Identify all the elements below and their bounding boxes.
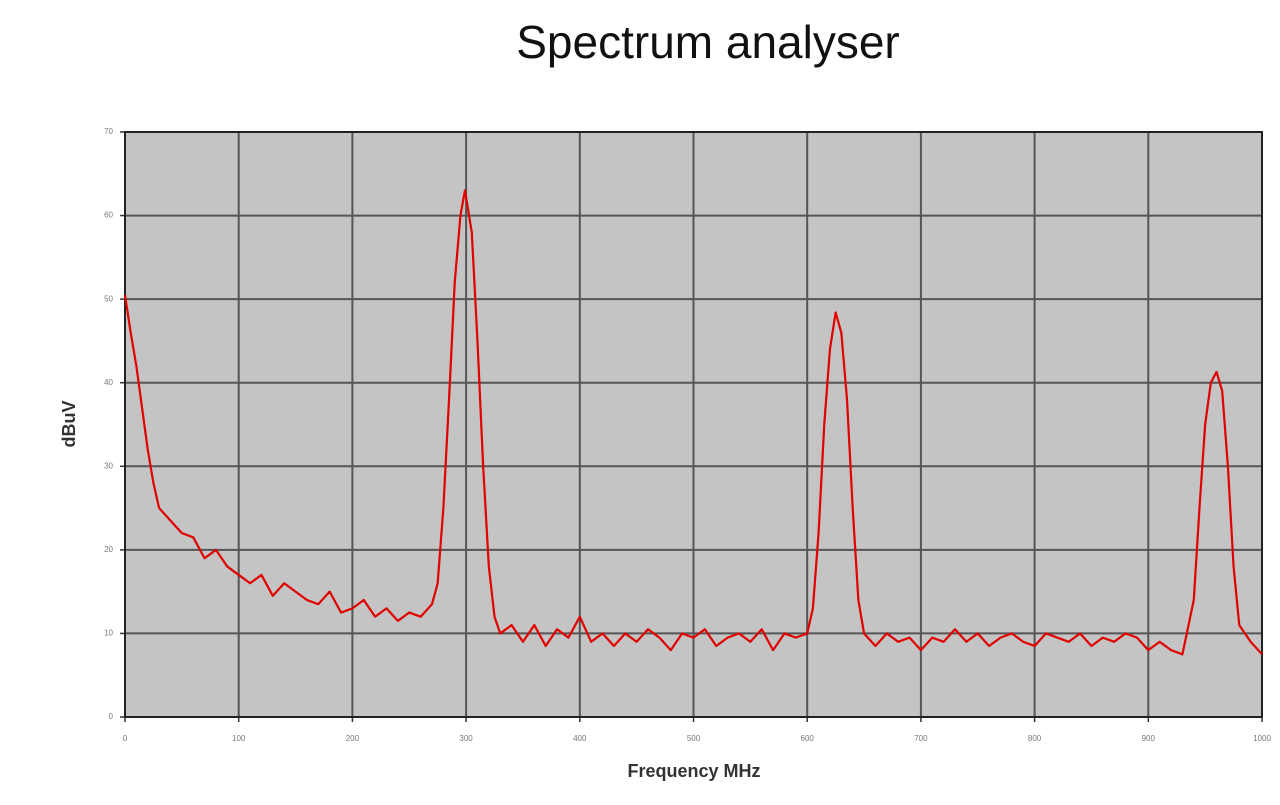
x-axis-label: Frequency MHz: [627, 761, 760, 781]
y-axis-label: dBuV: [59, 401, 79, 448]
y-tick-label: 30: [104, 461, 113, 470]
x-tick-label: 900: [1142, 734, 1156, 743]
x-tick-label: 300: [459, 734, 473, 743]
y-tick-label: 0: [109, 712, 114, 721]
y-tick-label: 40: [104, 378, 113, 387]
chart-title: Spectrum analyser: [516, 16, 900, 68]
x-tick-label: 200: [346, 734, 360, 743]
x-tick-label: 0: [123, 734, 128, 743]
plot-border: [124, 131, 1263, 718]
y-tick-label: 70: [104, 127, 113, 136]
y-tick-label: 20: [104, 545, 113, 554]
x-tick-label: 600: [801, 734, 815, 743]
x-tick-label: 1000: [1253, 734, 1271, 743]
x-tick-label: 500: [687, 734, 701, 743]
y-tick-label: 60: [104, 211, 113, 220]
x-tick-label: 800: [1028, 734, 1042, 743]
x-tick-label: 700: [914, 734, 928, 743]
x-tick-label: 400: [573, 734, 587, 743]
y-tick-label: 50: [104, 294, 113, 303]
x-tick-label: 100: [232, 734, 246, 743]
spectrum-line: [123, 189, 1263, 656]
y-tick-label: 10: [104, 629, 113, 638]
